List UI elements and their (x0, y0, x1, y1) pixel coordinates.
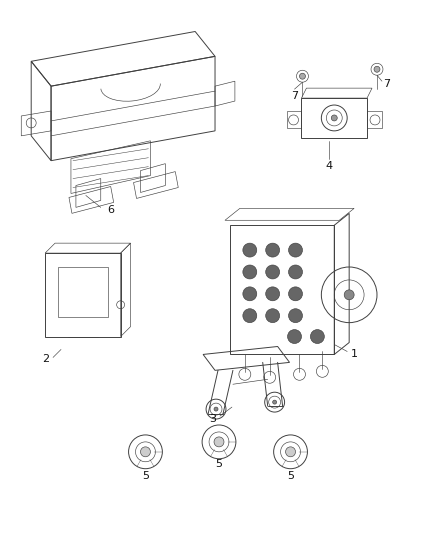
Text: 7: 7 (291, 91, 298, 101)
Text: 3: 3 (209, 414, 216, 424)
Circle shape (289, 309, 303, 322)
Circle shape (289, 243, 303, 257)
Circle shape (266, 265, 279, 279)
Circle shape (243, 265, 257, 279)
Circle shape (289, 287, 303, 301)
Text: 4: 4 (326, 160, 333, 171)
Circle shape (286, 447, 296, 457)
Circle shape (243, 287, 257, 301)
Circle shape (243, 309, 257, 322)
Circle shape (300, 73, 305, 79)
Circle shape (273, 400, 277, 404)
Circle shape (141, 447, 150, 457)
Circle shape (214, 407, 218, 411)
Circle shape (374, 66, 380, 72)
Circle shape (266, 243, 279, 257)
Circle shape (214, 437, 224, 447)
Circle shape (344, 290, 354, 300)
Text: 6: 6 (107, 205, 114, 215)
Circle shape (266, 309, 279, 322)
Circle shape (288, 329, 301, 343)
Circle shape (331, 115, 337, 121)
Circle shape (266, 287, 279, 301)
Text: 5: 5 (215, 459, 223, 469)
Text: 5: 5 (287, 471, 294, 481)
Circle shape (311, 329, 324, 343)
Circle shape (243, 243, 257, 257)
Text: 7: 7 (383, 79, 391, 89)
Text: 2: 2 (42, 354, 49, 365)
Text: 5: 5 (142, 471, 149, 481)
Circle shape (289, 265, 303, 279)
Text: 1: 1 (351, 350, 358, 359)
